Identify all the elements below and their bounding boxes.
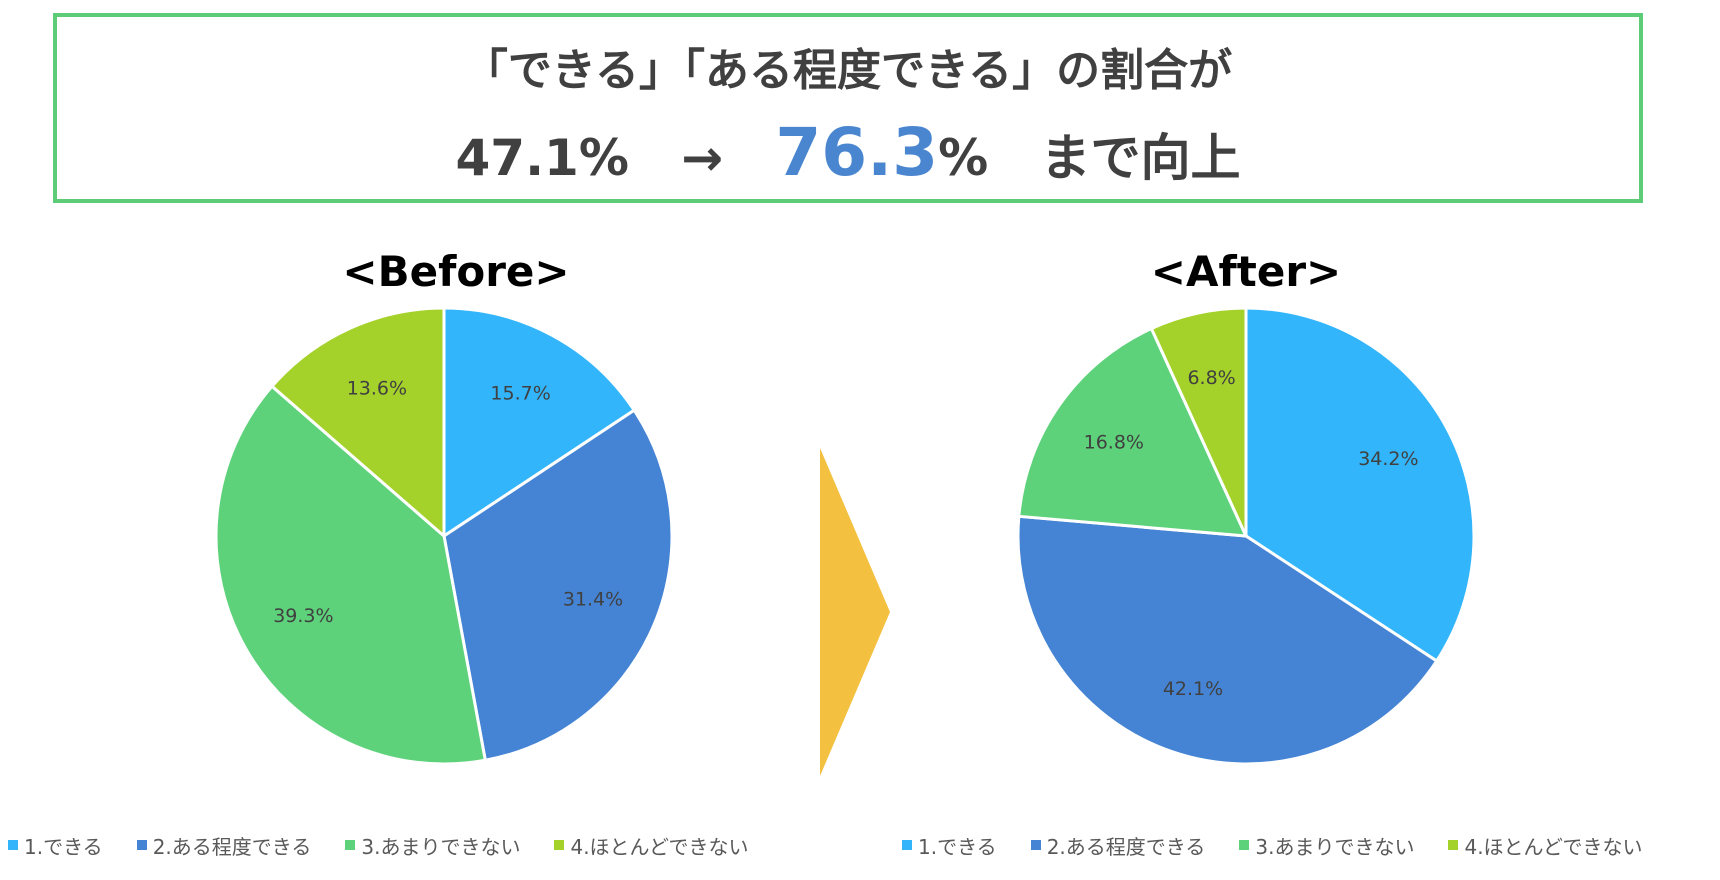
after-legend-swatch-3 bbox=[1239, 840, 1250, 850]
before-legend-swatch-2 bbox=[136, 840, 147, 850]
headline-box: 「できる」「ある程度できる」の割合が 47.1% → 76.3% まで向上 bbox=[53, 13, 1643, 203]
after-pie-chart: 34.2% 42.1% 16.8% 6.8% bbox=[1016, 306, 1476, 766]
after-legend-item-3: 3.あまりできない bbox=[1239, 831, 1414, 860]
before-legend-label-4: 4.ほとんどできない bbox=[570, 834, 749, 859]
after-legend-label-4: 4.ほとんどできない bbox=[1464, 834, 1643, 859]
before-data-label-1: 15.7% bbox=[490, 382, 550, 404]
headline-line2: 47.1% → 76.3% まで向上 bbox=[57, 113, 1639, 198]
after-legend-label-3: 3.あまりできない bbox=[1255, 834, 1415, 859]
headline-line1: 「できる」「ある程度できる」の割合が bbox=[463, 45, 1233, 96]
after-legend-swatch-2 bbox=[1030, 840, 1041, 850]
after-legend-item-1: 1.できる bbox=[902, 831, 997, 860]
before-percentage: 47.1% bbox=[455, 129, 629, 187]
before-legend-label-3: 3.あまりできない bbox=[361, 834, 521, 859]
before-slice-1 bbox=[442, 306, 637, 539]
before-legend-item-2: 2.ある程度できる bbox=[136, 831, 312, 860]
before-pie-chart: 15.7% 31.4% 39.3% 13.6% bbox=[214, 306, 674, 766]
after-legend-label-1: 1.できる bbox=[918, 834, 997, 859]
before-legend-item-1: 1.できる bbox=[8, 831, 103, 860]
after-legend-item-2: 2.ある程度できる bbox=[1030, 831, 1206, 860]
headline-suffix: まで向上 bbox=[1040, 129, 1241, 187]
before-legend-swatch-1 bbox=[8, 840, 18, 850]
before-legend-swatch-3 bbox=[345, 840, 356, 850]
before-legend-item-3: 3.あまりできない bbox=[345, 831, 520, 860]
after-data-label-1: 34.2% bbox=[1358, 448, 1418, 470]
after-percentage-number: 76.3 bbox=[775, 114, 939, 191]
before-slice-4 bbox=[269, 306, 446, 540]
before-legend: 1.できる 2.ある程度できる 3.あまりできない 4.ほとんどできない bbox=[8, 830, 808, 860]
after-slice-3 bbox=[1017, 326, 1249, 538]
right-arrow-icon bbox=[820, 448, 890, 776]
after-legend-label-2: 2.ある程度できる bbox=[1046, 834, 1206, 859]
after-legend: 1.できる 2.ある程度できる 3.あまりできない 4.ほとんどできない bbox=[902, 830, 1712, 860]
before-slice-2 bbox=[442, 408, 674, 762]
after-data-label-3: 16.8% bbox=[1084, 432, 1144, 454]
after-chart-title: <After> bbox=[1150, 247, 1342, 296]
after-legend-item-4: 4.ほとんどできない bbox=[1448, 831, 1643, 860]
after-legend-swatch-4 bbox=[1448, 840, 1459, 850]
before-data-label-4: 13.6% bbox=[347, 378, 407, 400]
after-slice-4 bbox=[1149, 306, 1248, 537]
after-data-label-4: 6.8% bbox=[1187, 367, 1235, 389]
after-percentage-unit: % bbox=[938, 129, 989, 187]
before-data-label-2: 31.4% bbox=[563, 588, 623, 610]
before-slice-3 bbox=[214, 384, 488, 766]
before-legend-label-2: 2.ある程度できる bbox=[152, 834, 312, 859]
before-legend-item-4: 4.ほとんどできない bbox=[554, 831, 749, 860]
after-legend-swatch-1 bbox=[902, 840, 912, 850]
before-legend-label-1: 1.できる bbox=[24, 834, 103, 859]
before-data-label-3: 39.3% bbox=[273, 605, 333, 627]
before-legend-swatch-4 bbox=[554, 840, 565, 850]
after-slice-2 bbox=[1016, 514, 1439, 766]
arrow-glyph: → bbox=[681, 129, 724, 187]
before-chart-title: <Before> bbox=[342, 247, 570, 296]
after-data-label-2: 42.1% bbox=[1163, 678, 1223, 700]
